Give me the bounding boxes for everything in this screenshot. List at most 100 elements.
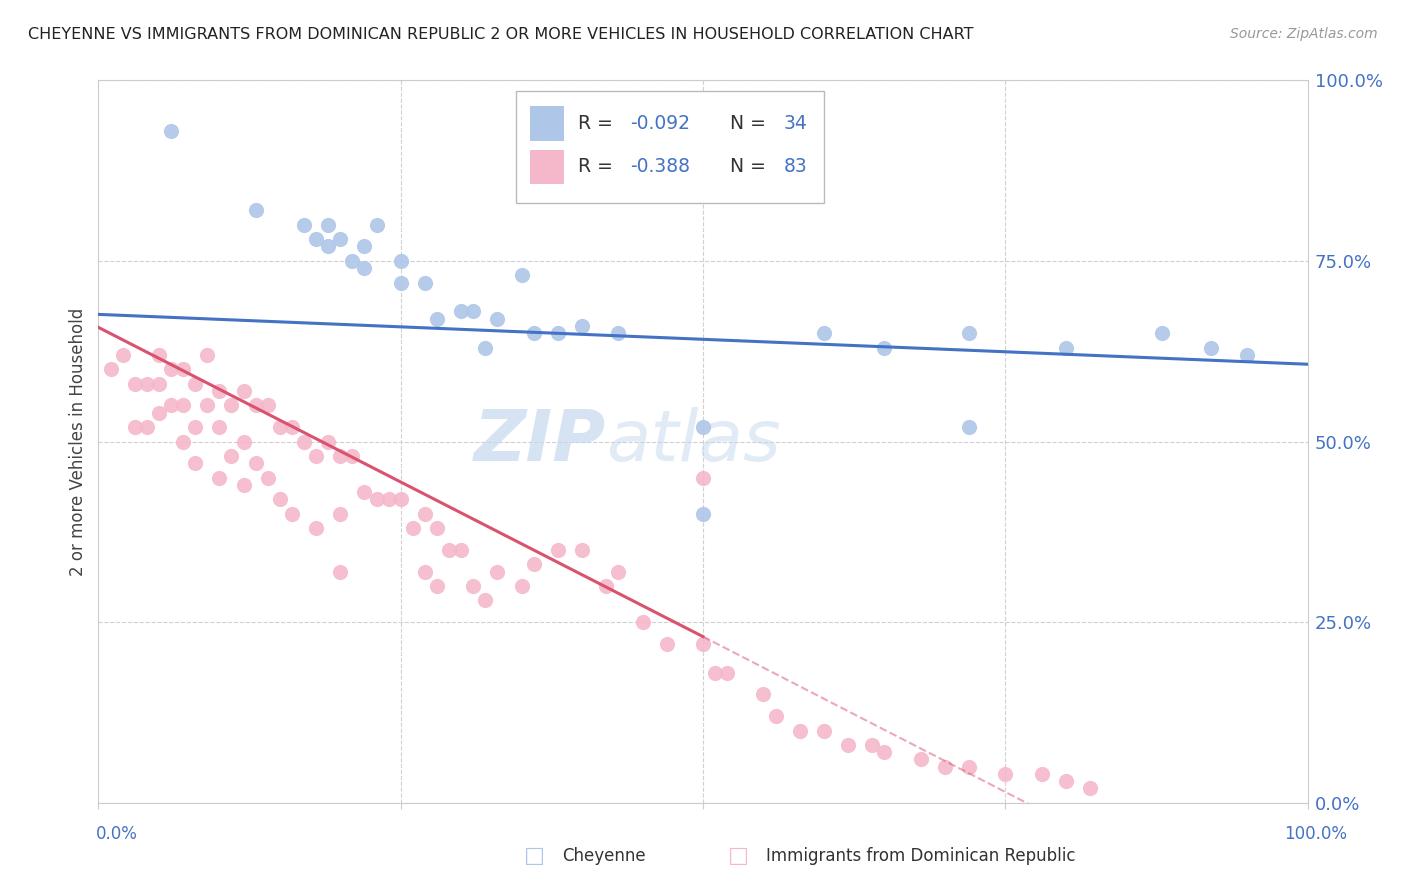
- Point: [463, 304, 485, 318]
- Point: [353, 261, 375, 276]
- Point: [813, 723, 835, 738]
- Point: [148, 376, 170, 391]
- Point: [547, 326, 569, 340]
- Point: [957, 760, 980, 774]
- Point: [523, 558, 546, 572]
- Point: [232, 478, 254, 492]
- FancyBboxPatch shape: [516, 91, 824, 203]
- Text: 34: 34: [785, 114, 808, 133]
- Point: [474, 593, 496, 607]
- FancyBboxPatch shape: [530, 150, 564, 185]
- Point: [389, 276, 412, 290]
- Point: [195, 348, 218, 362]
- Point: [486, 565, 509, 579]
- Point: [463, 579, 485, 593]
- Text: 83: 83: [785, 158, 808, 177]
- Point: [184, 376, 207, 391]
- Point: [413, 565, 436, 579]
- Point: [305, 232, 328, 246]
- Point: [111, 348, 134, 362]
- Point: [100, 362, 122, 376]
- Point: [837, 738, 859, 752]
- Point: [1152, 326, 1174, 340]
- Point: [413, 276, 436, 290]
- Point: [595, 579, 617, 593]
- Point: [172, 398, 194, 412]
- Point: [172, 434, 194, 449]
- Point: [547, 542, 569, 557]
- FancyBboxPatch shape: [530, 106, 564, 141]
- Point: [631, 615, 654, 630]
- Text: □: □: [524, 847, 544, 866]
- Point: [292, 218, 315, 232]
- Point: [184, 456, 207, 470]
- Point: [160, 362, 183, 376]
- Point: [813, 326, 835, 340]
- Point: [292, 434, 315, 449]
- Text: N =: N =: [717, 158, 772, 177]
- Text: Immigrants from Dominican Republic: Immigrants from Dominican Republic: [766, 847, 1076, 865]
- Point: [655, 637, 678, 651]
- Point: [256, 470, 278, 484]
- Point: [281, 507, 304, 521]
- Text: ZIP: ZIP: [474, 407, 606, 476]
- Point: [704, 665, 727, 680]
- Point: [135, 376, 157, 391]
- Point: [232, 434, 254, 449]
- Point: [1054, 341, 1077, 355]
- Point: [316, 218, 339, 232]
- Point: [873, 341, 896, 355]
- Text: 100.0%: 100.0%: [1284, 825, 1347, 843]
- Point: [474, 341, 496, 355]
- Point: [329, 565, 352, 579]
- Point: [437, 542, 460, 557]
- Point: [305, 521, 328, 535]
- Point: [957, 326, 980, 340]
- Point: [692, 507, 714, 521]
- Point: [195, 398, 218, 412]
- Point: [571, 542, 593, 557]
- Point: [208, 420, 231, 434]
- Point: [377, 492, 399, 507]
- Point: [692, 470, 714, 484]
- Text: atlas: atlas: [606, 407, 780, 476]
- Point: [571, 318, 593, 333]
- Point: [510, 579, 533, 593]
- Point: [160, 124, 183, 138]
- Point: [305, 449, 328, 463]
- Point: [269, 492, 291, 507]
- Y-axis label: 2 or more Vehicles in Household: 2 or more Vehicles in Household: [69, 308, 87, 575]
- Point: [607, 326, 630, 340]
- Point: [329, 449, 352, 463]
- Point: [281, 420, 304, 434]
- Point: [148, 348, 170, 362]
- Point: [160, 398, 183, 412]
- Text: CHEYENNE VS IMMIGRANTS FROM DOMINICAN REPUBLIC 2 OR MORE VEHICLES IN HOUSEHOLD C: CHEYENNE VS IMMIGRANTS FROM DOMINICAN RE…: [28, 27, 973, 42]
- Point: [342, 449, 364, 463]
- Point: [716, 665, 738, 680]
- Point: [148, 406, 170, 420]
- Point: [245, 456, 267, 470]
- Point: [692, 420, 714, 434]
- Point: [692, 637, 714, 651]
- Point: [366, 492, 388, 507]
- Text: □: □: [728, 847, 748, 866]
- Point: [426, 521, 449, 535]
- Point: [752, 687, 775, 701]
- Point: [873, 745, 896, 759]
- Point: [124, 376, 146, 391]
- Point: [353, 485, 375, 500]
- Text: 0.0%: 0.0%: [96, 825, 138, 843]
- Text: N =: N =: [717, 114, 772, 133]
- Text: R =: R =: [578, 158, 619, 177]
- Point: [1054, 774, 1077, 789]
- Point: [789, 723, 811, 738]
- Point: [184, 420, 207, 434]
- Point: [934, 760, 956, 774]
- Point: [910, 752, 932, 766]
- Point: [607, 565, 630, 579]
- Point: [1031, 767, 1053, 781]
- Point: [389, 253, 412, 268]
- Point: [450, 304, 472, 318]
- Point: [1236, 348, 1258, 362]
